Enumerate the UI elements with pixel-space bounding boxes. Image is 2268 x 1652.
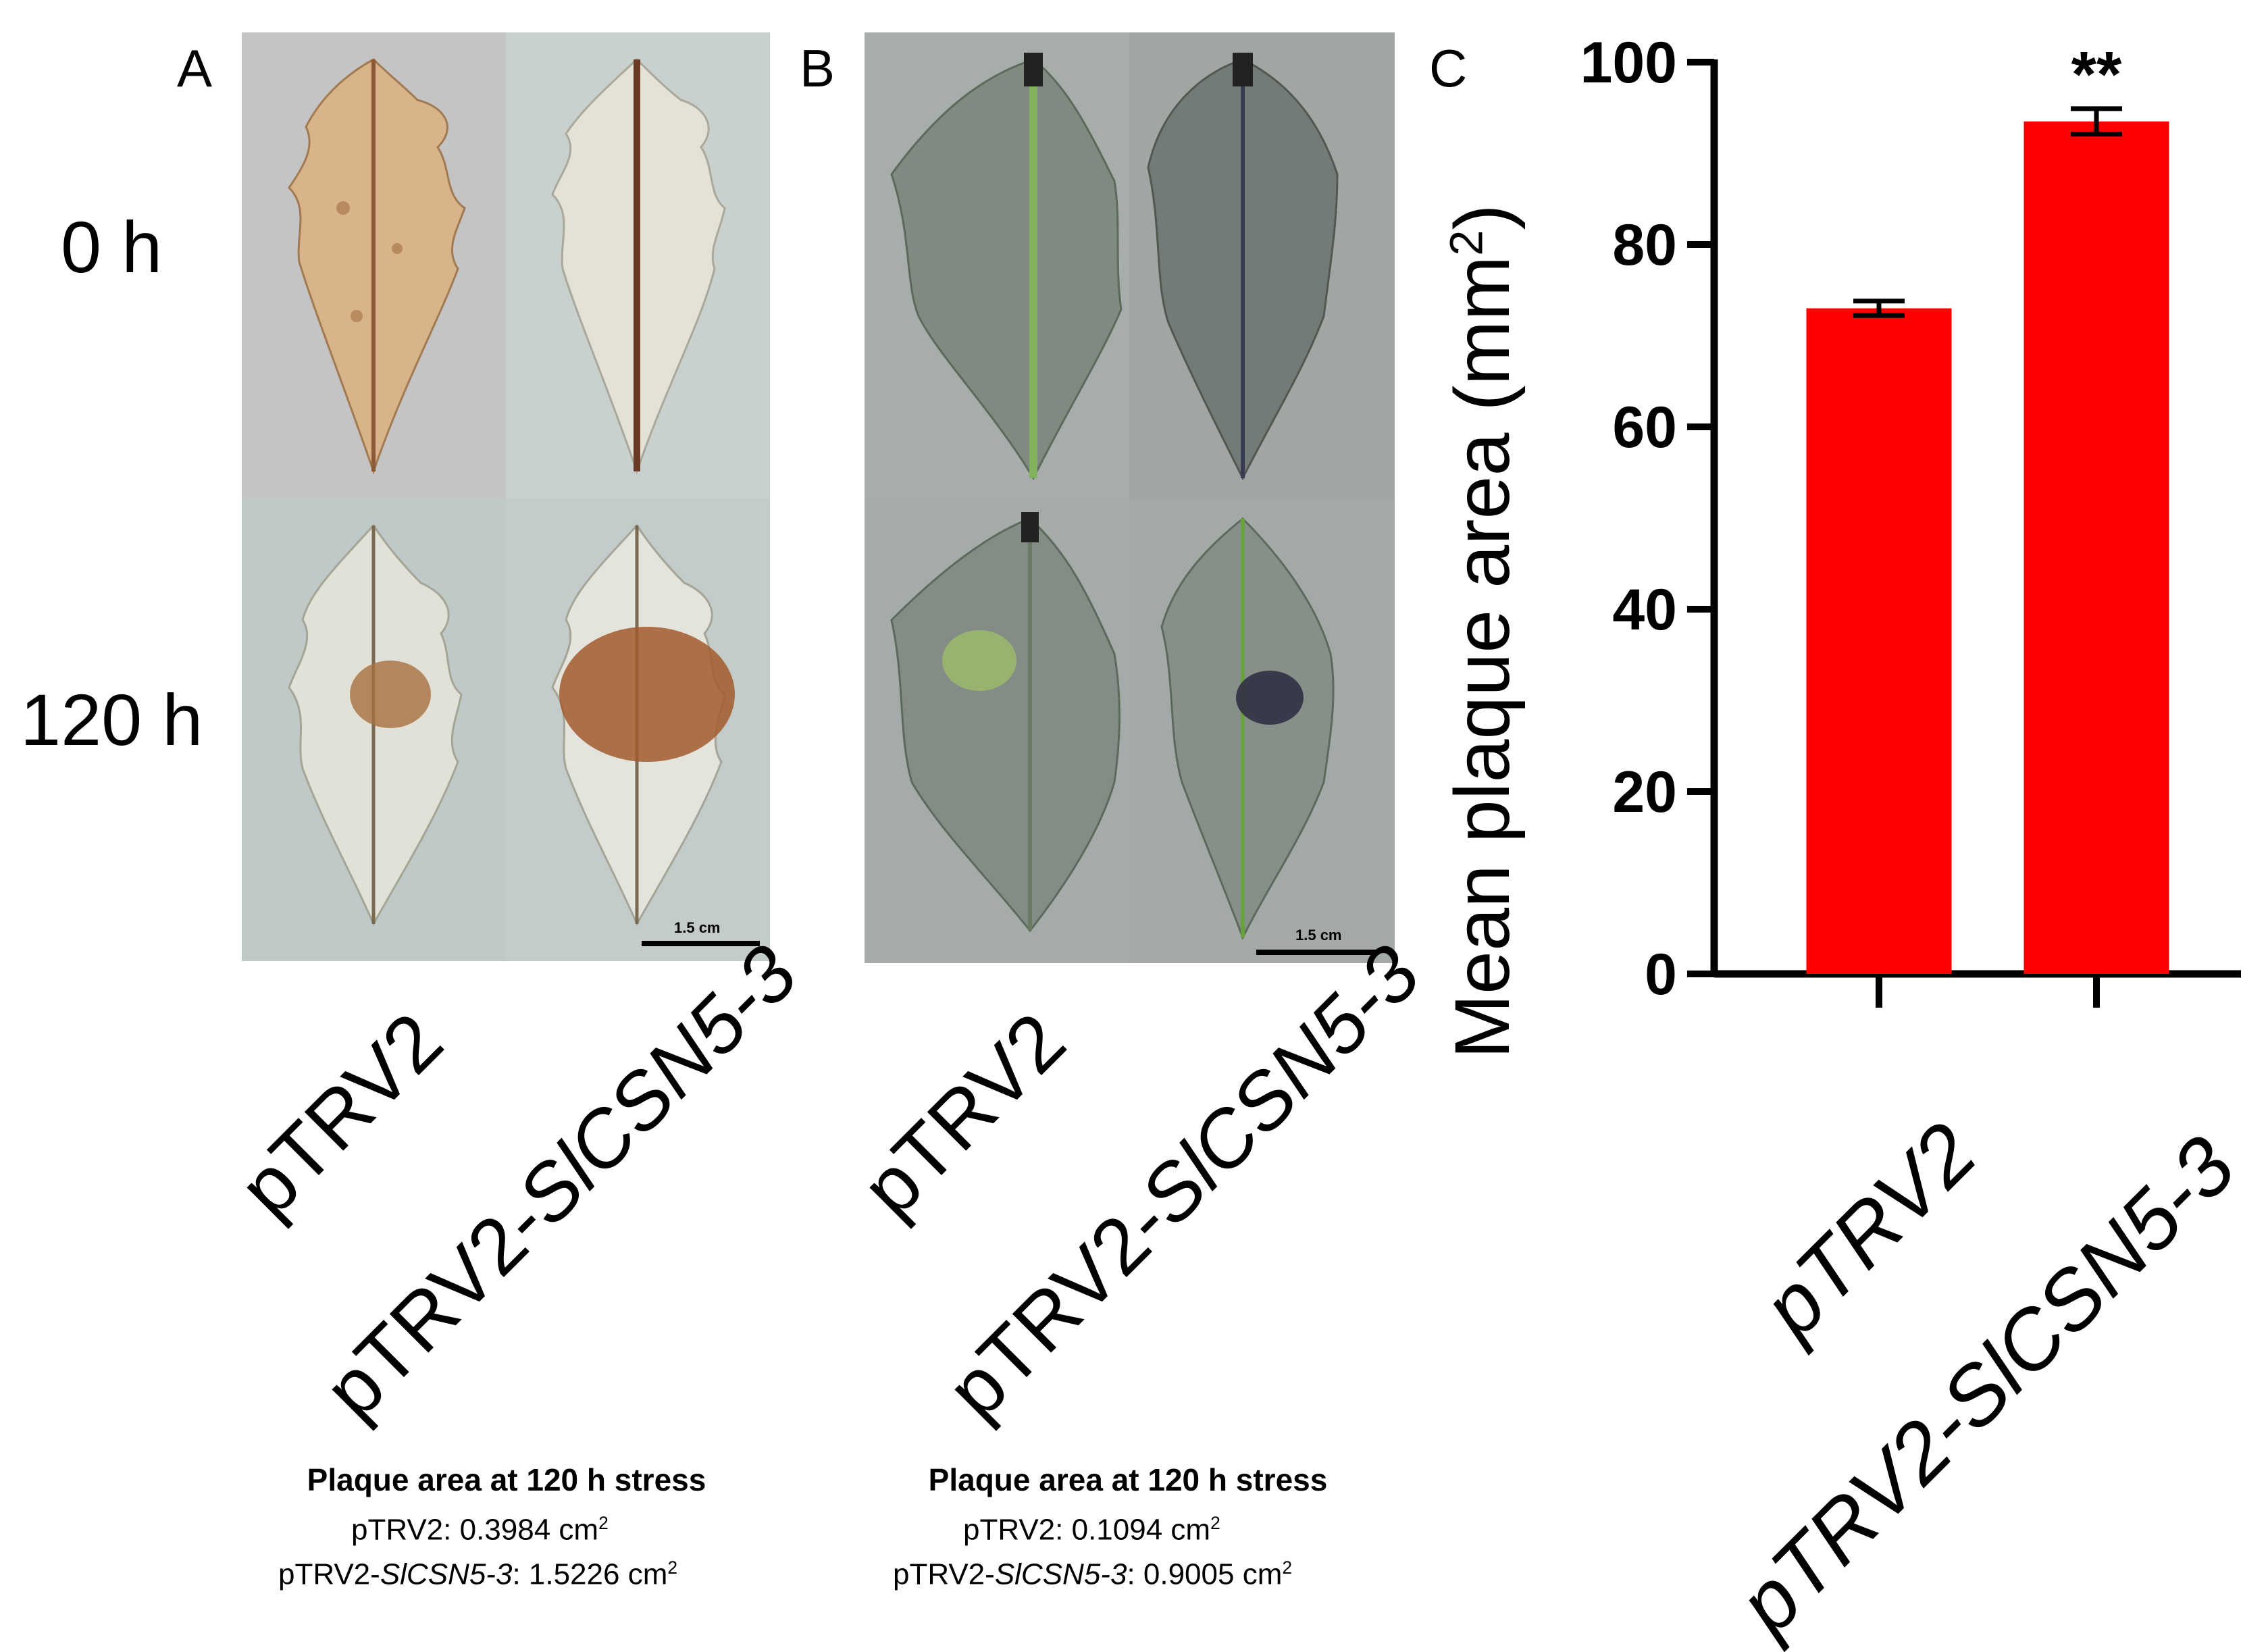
bar-chart: 0 20 40 60 80 100 ** bbox=[1580, 30, 2241, 1008]
panel-a-caption-line1-value: : 0.3984 cm bbox=[443, 1513, 599, 1547]
chart-significance-label: ** bbox=[2071, 38, 2122, 111]
panel-a-caption-line1: pTRV2: 0.3984 cm2 bbox=[351, 1513, 609, 1547]
chart-y-tick-label: 40 bbox=[1612, 577, 1677, 642]
panel-c-letter: C bbox=[1429, 38, 1468, 98]
panel-a-caption-line2-sup: 2 bbox=[667, 1557, 678, 1578]
panel-b-caption-line1: pTRV2: 0.1094 cm2 bbox=[963, 1513, 1220, 1547]
chart-y-tick-label: 80 bbox=[1612, 213, 1677, 278]
panel-b-caption-line2-prefix: pTRV2- bbox=[893, 1557, 995, 1591]
panel-a-caption-line2-italic: SlCSN5-3 bbox=[380, 1557, 513, 1591]
panel-a-caption-title: Plaque area at 120 h stress bbox=[307, 1462, 706, 1497]
chart-ylabel-sup: 2 bbox=[1440, 230, 1493, 256]
panel-a-caption-line1-sup: 2 bbox=[598, 1513, 609, 1533]
panel-b-caption-line2-italic: SlCSN5-3 bbox=[994, 1557, 1127, 1591]
chart-ylabel-text: Mean plaque area (mm bbox=[1439, 255, 1526, 1059]
panel-a-leaf-images bbox=[242, 32, 770, 961]
leaf-a-120h-ptrv2 bbox=[288, 523, 463, 927]
chart-ylabel: Mean plaque area (mm2) bbox=[1438, 204, 1527, 1059]
leaf-b-120h-slcsn5 bbox=[1160, 517, 1335, 940]
chart-ylabel-end: ) bbox=[1439, 204, 1526, 230]
panel-b-caption-line2-value: : 0.9005 cm bbox=[1127, 1557, 1283, 1591]
panel-a-caption-line2-prefix: pTRV2- bbox=[278, 1557, 380, 1591]
panel-a-scale-bar bbox=[642, 941, 760, 946]
panel-a-photo-grid: 1.5 cm bbox=[242, 32, 770, 961]
chart-y-tick-label: 60 bbox=[1612, 395, 1677, 460]
row-label-0h: 0 h bbox=[61, 206, 163, 288]
panel-b-scale-label: 1.5 cm bbox=[1295, 927, 1342, 944]
chart-y-tick-label: 20 bbox=[1612, 760, 1677, 825]
chart-y-tick-label: 100 bbox=[1580, 30, 1678, 95]
panel-b-caption-line1-sup: 2 bbox=[1210, 1513, 1220, 1533]
row-label-120h: 120 h bbox=[20, 679, 203, 760]
panel-b-scale-bar bbox=[1256, 950, 1378, 955]
leaf-b-120h-ptrv2 bbox=[890, 512, 1120, 933]
panel-b-leaf-images bbox=[865, 32, 1395, 963]
leaf-a-0h-slcsn5 bbox=[551, 57, 726, 475]
panel-b-letter: B bbox=[800, 38, 835, 98]
panel-b-caption-title: Plaque area at 120 h stress bbox=[928, 1462, 1328, 1497]
panel-a-caption-line2-value: : 1.5226 cm bbox=[512, 1557, 668, 1591]
panel-b-caption-line1-value: : 0.1094 cm bbox=[1055, 1513, 1211, 1547]
chart-bar bbox=[1806, 308, 1952, 974]
leaf-b-0h-ptrv2 bbox=[890, 53, 1123, 481]
chart-bar bbox=[2024, 121, 2169, 974]
panel-a-caption-line1-name: pTRV2 bbox=[351, 1513, 444, 1547]
panel-b-caption-line1-name: pTRV2 bbox=[963, 1513, 1056, 1547]
panel-a-caption-line2: pTRV2-SlCSN5-3: 1.5226 cm2 bbox=[278, 1557, 677, 1592]
leaf-a-0h-ptrv2 bbox=[288, 58, 466, 475]
panel-b-photo-grid: 1.5 cm bbox=[865, 32, 1395, 963]
panel-a-letter: A bbox=[177, 38, 213, 98]
panel-a-scale-label: 1.5 cm bbox=[674, 919, 721, 936]
leaf-b-0h-slcsn5 bbox=[1147, 53, 1339, 481]
panel-b-caption-line2-sup: 2 bbox=[1282, 1557, 1293, 1578]
chart-y-tick-label: 0 bbox=[1645, 942, 1677, 1007]
panel-b-caption-line2: pTRV2-SlCSN5-3: 0.9005 cm2 bbox=[893, 1557, 1292, 1592]
leaf-a-120h-slcsn5 bbox=[551, 523, 735, 927]
